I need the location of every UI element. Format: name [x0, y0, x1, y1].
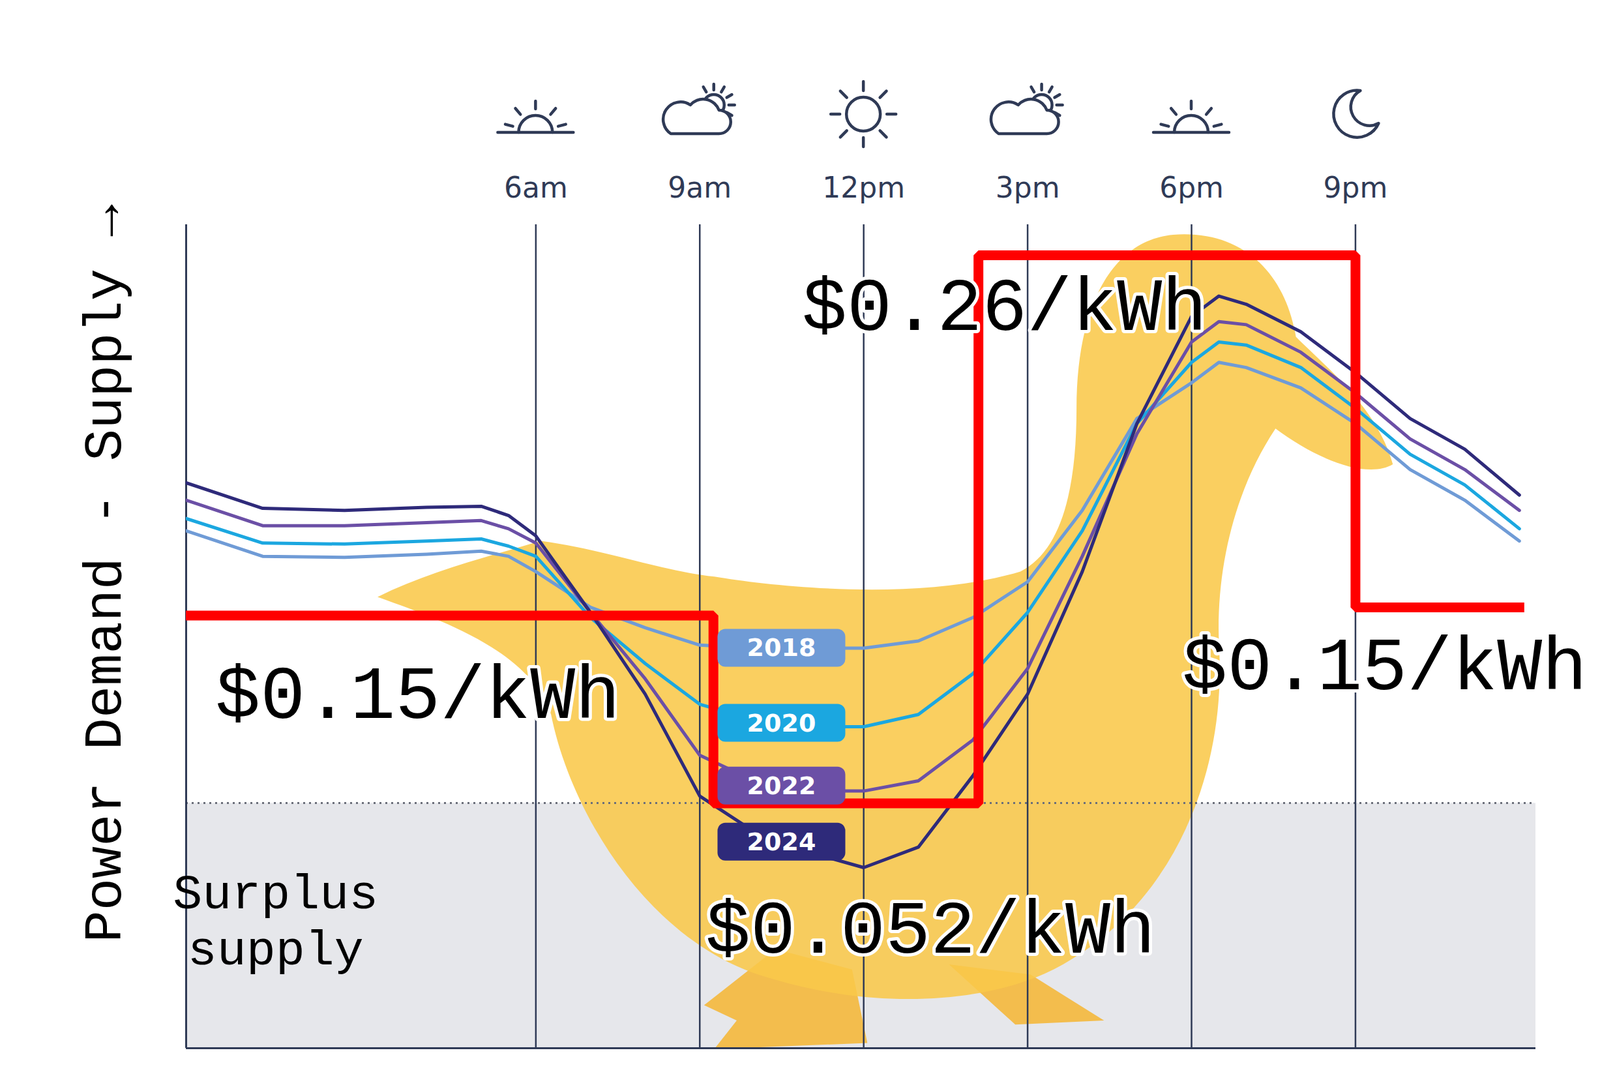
svg-text:2020: 2020	[747, 708, 817, 738]
svg-text:$0.15/kWh: $0.15/kWh	[1182, 626, 1587, 712]
svg-text:Power Demand - Supply →: Power Demand - Supply →	[76, 204, 137, 943]
svg-text:6pm: 6pm	[1159, 170, 1224, 205]
svg-text:3pm: 3pm	[995, 170, 1061, 205]
svg-text:12pm: 12pm	[822, 170, 905, 205]
svg-text:6am: 6am	[503, 170, 568, 205]
svg-text:$0.15/kWh: $0.15/kWh	[215, 655, 621, 741]
svg-text:$0.26/kWh: $0.26/kWh	[801, 267, 1207, 353]
svg-text:2018: 2018	[747, 633, 817, 662]
svg-text:9pm: 9pm	[1323, 170, 1389, 205]
svg-text:supply: supply	[187, 923, 364, 980]
svg-text:2024: 2024	[747, 827, 817, 857]
svg-text:Surplus: Surplus	[172, 867, 379, 924]
svg-text:2022: 2022	[747, 771, 817, 800]
svg-text:$0.052/kWh: $0.052/kWh	[705, 889, 1156, 976]
svg-text:9am: 9am	[667, 170, 732, 205]
